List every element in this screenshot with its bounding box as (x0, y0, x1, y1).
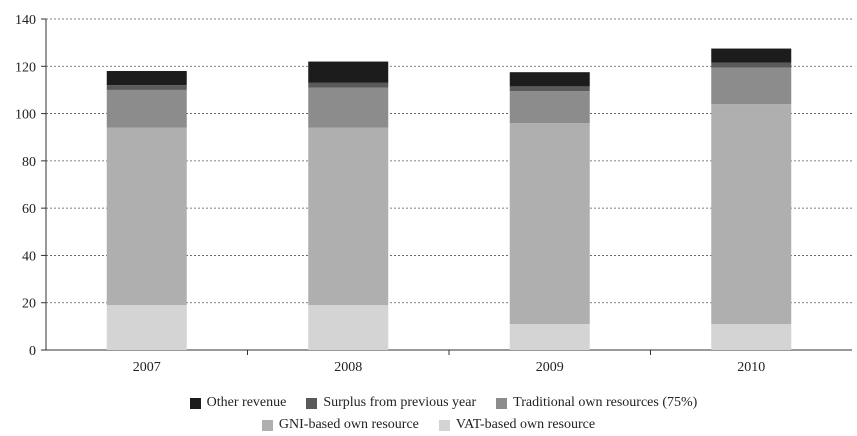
x-tick-label: 2007 (133, 360, 161, 375)
legend-swatch (261, 419, 273, 431)
bar-segment (711, 323, 792, 350)
bar-segment (308, 127, 389, 306)
legend-swatch (438, 419, 450, 431)
stacked-bar-chart: 0 20 40 60 80 100 120 140 2007 2008 2009 2010 (15, 13, 852, 375)
bar-segment (509, 91, 590, 124)
bar-segment (509, 323, 590, 350)
bar-segment (106, 305, 187, 350)
legend-label: Traditional own resources (75%) (513, 395, 698, 410)
bar-segment (509, 123, 590, 324)
y-tick-label: 20 (22, 297, 36, 312)
x-tick-label: 2009 (536, 360, 564, 375)
legend-item-vat: VAT-based own resource (438, 417, 596, 433)
y-axis: 0 20 40 60 80 100 120 140 (15, 13, 47, 359)
legend-row: Other revenue Surplus from previous year… (0, 392, 857, 414)
bar-segment (711, 67, 792, 105)
bar-segment (509, 72, 590, 87)
y-tick-label: 80 (22, 155, 36, 170)
y-tick-label: 120 (15, 60, 36, 75)
bar-segment (308, 87, 389, 128)
legend-item-gni: GNI-based own resource (261, 417, 419, 433)
legend-swatch (306, 397, 318, 409)
bar-segment (711, 48, 792, 63)
y-tick-label: 140 (15, 13, 36, 28)
bar-segment (106, 71, 187, 86)
bar-segment (106, 89, 187, 128)
bar-segment (711, 62, 792, 68)
bar-segment (509, 86, 590, 92)
x-tick-label: 2010 (737, 360, 765, 375)
bar-segment (308, 305, 389, 350)
bar-segment (308, 61, 389, 83)
legend-item-other-revenue: Other revenue (189, 395, 287, 411)
legend-swatch (496, 397, 508, 409)
bars (106, 48, 792, 350)
legend-label: Other revenue (206, 395, 287, 410)
bar-segment (711, 104, 792, 324)
y-tick-label: 40 (22, 249, 36, 264)
legend-item-traditional: Traditional own resources (75%) (496, 395, 697, 411)
legend-label: GNI-based own resource (278, 417, 419, 432)
bar-segment (106, 85, 187, 90)
legend-label: VAT-based own resource (455, 417, 596, 432)
bar-segment (308, 82, 389, 88)
legend-swatch (189, 397, 201, 409)
bar-segment (106, 127, 187, 306)
legend: Other revenue Surplus from previous year… (0, 392, 857, 436)
y-tick-label: 0 (29, 344, 36, 359)
legend-row: GNI-based own resource VAT-based own res… (0, 414, 857, 436)
y-tick-label: 100 (15, 108, 36, 123)
y-tick-label: 60 (22, 202, 36, 217)
legend-item-surplus: Surplus from previous year (306, 395, 476, 411)
x-tick-label: 2008 (334, 360, 362, 375)
legend-label: Surplus from previous year (323, 395, 477, 410)
x-axis: 2007 2008 2009 2010 (46, 349, 852, 375)
